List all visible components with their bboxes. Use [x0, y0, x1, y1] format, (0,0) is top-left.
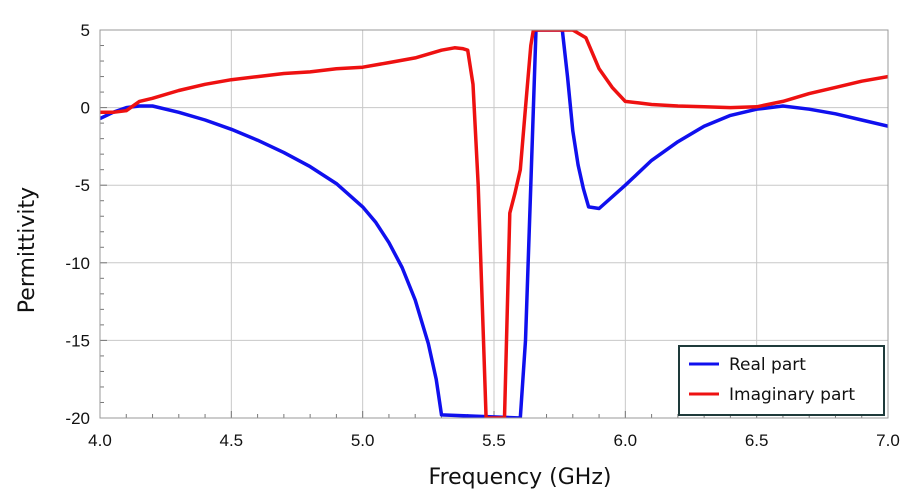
x-tick-label: 6.0	[614, 431, 638, 450]
minor-ticks	[99, 29, 889, 419]
series-line-imaginary	[100, 30, 888, 418]
x-tick-label: 5.0	[351, 431, 375, 450]
y-tick-label: -10	[65, 254, 90, 273]
y-axis-title: Permittivity	[15, 187, 40, 313]
grid-layer	[100, 30, 888, 418]
legend-label-real: Real part	[729, 355, 806, 375]
y-tick-label: -15	[65, 331, 90, 350]
y-tick-labels: 5 0 -5 -10 -15 -20	[65, 21, 90, 428]
legend-box	[678, 345, 885, 416]
x-tick-labels: 4.0 4.5 5.0 5.5 6.0 6.5 7.0	[88, 431, 900, 450]
x-tick-label: 6.5	[745, 431, 769, 450]
series-layer	[100, 30, 888, 418]
x-tick-label: 7.0	[876, 431, 900, 450]
y-tick-label: 0	[81, 99, 90, 118]
y-tick-label: -20	[65, 409, 90, 428]
plot-frame	[99, 29, 889, 419]
x-axis-title: Frequency (GHz)	[429, 465, 612, 490]
x-tick-label: 4.0	[88, 431, 112, 450]
y-tick-label: 5	[81, 21, 90, 40]
y-tick-label: -5	[75, 176, 90, 195]
legend: Real part Imaginary part	[678, 345, 885, 416]
series-line-real	[100, 30, 888, 418]
x-tick-label: 5.5	[482, 431, 506, 450]
x-tick-label: 4.5	[220, 431, 244, 450]
legend-label-imag: Imaginary part	[729, 385, 855, 405]
